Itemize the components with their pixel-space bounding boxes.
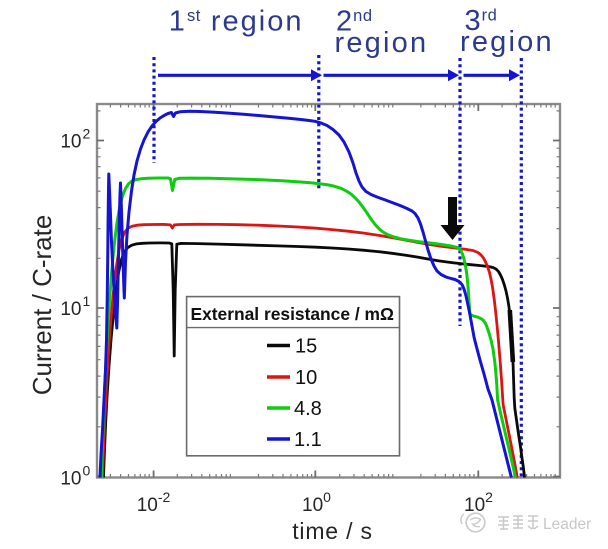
svg-text:region: region [460,26,554,58]
svg-text:10: 10 [60,469,81,490]
svg-text:1.1: 1.1 [294,429,322,451]
svg-text:4.8: 4.8 [294,398,322,420]
svg-text:2: 2 [83,126,91,142]
svg-text:10: 10 [60,299,81,320]
svg-text:External resistance / mΩ: External resistance / mΩ [191,304,394,324]
svg-text:3rd: 3rd [465,5,498,37]
svg-text:10: 10 [60,132,81,153]
svg-text:time / s: time / s [292,518,373,544]
svg-text:1: 1 [83,293,91,309]
svg-text:15: 15 [295,336,317,358]
svg-text:Leader: Leader [543,516,591,533]
svg-text:region: region [335,27,429,59]
svg-text:0: 0 [83,463,91,479]
svg-text:10: 10 [295,367,317,389]
svg-text:Current / C-rate: Current / C-rate [27,215,57,396]
